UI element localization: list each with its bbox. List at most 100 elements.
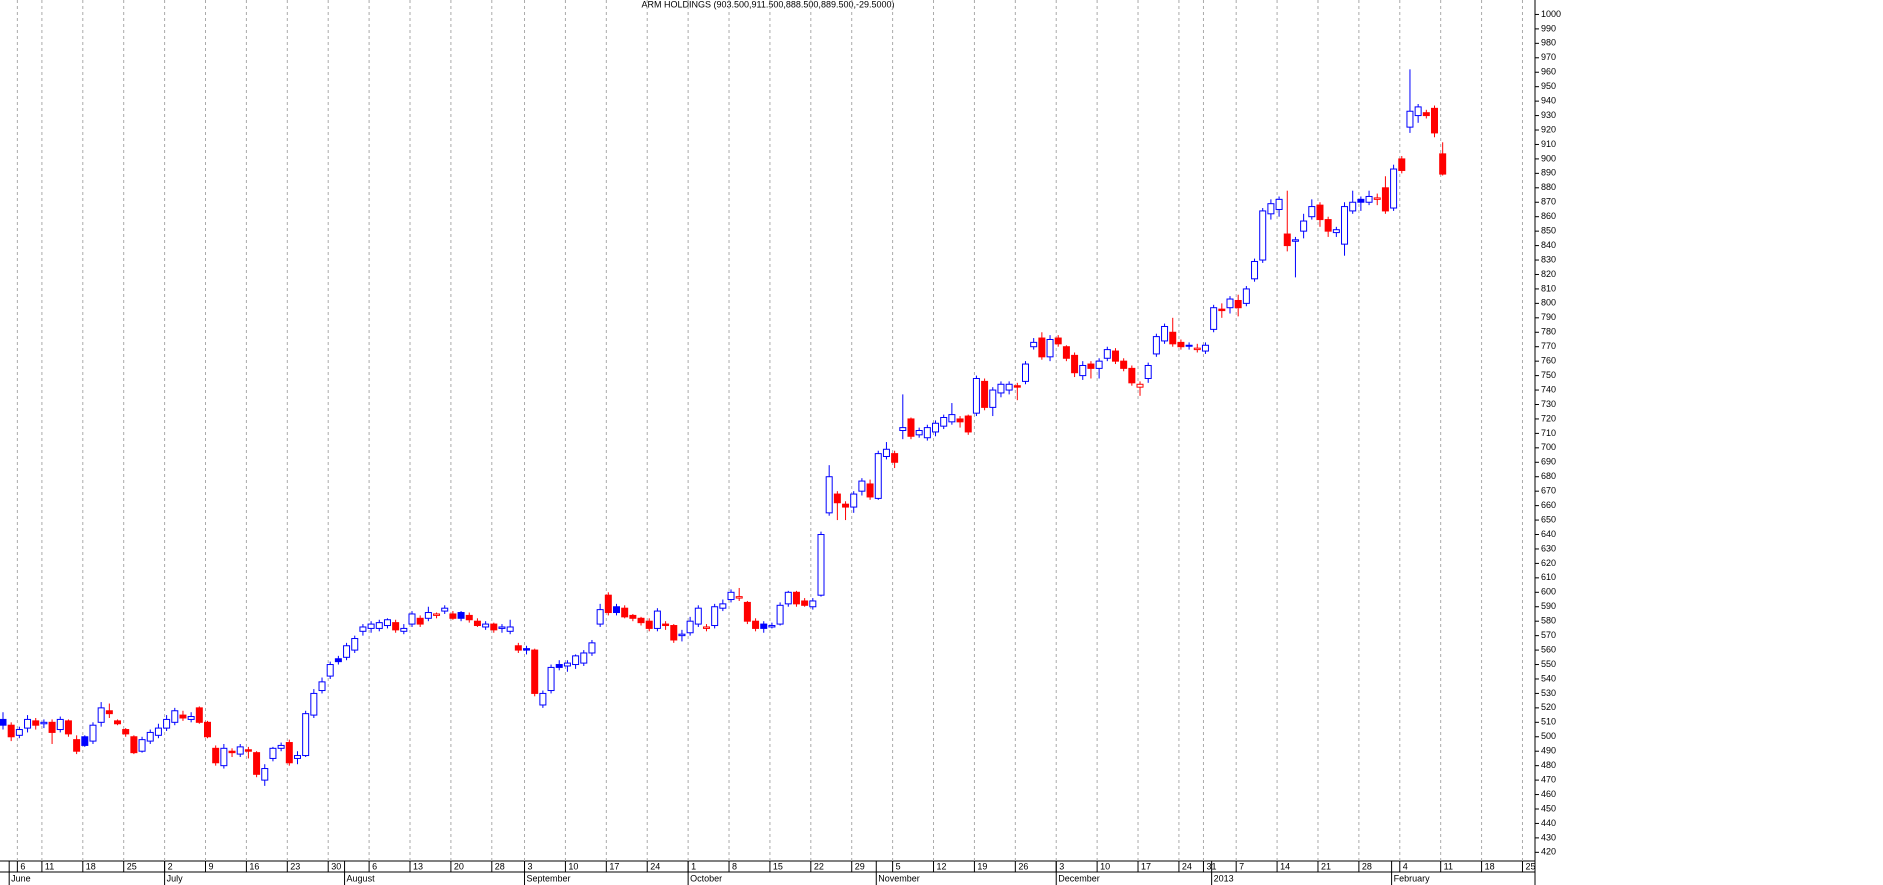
x-tick-label: 24: [1182, 861, 1192, 871]
candle-body: [1357, 198, 1365, 203]
candle-body: [563, 662, 571, 667]
candle-body: [981, 380, 989, 408]
y-tick-label: 860: [1541, 211, 1556, 221]
candle-body: [392, 622, 400, 631]
candle-body: [228, 750, 236, 754]
y-tick-label: 770: [1541, 341, 1556, 351]
y-tick-label: 460: [1541, 789, 1556, 799]
candle-body: [1349, 201, 1357, 212]
y-tick-label: 640: [1541, 529, 1556, 539]
candle-body: [833, 493, 841, 504]
y-tick-label: 730: [1541, 399, 1556, 409]
candle-body: [694, 607, 702, 625]
candle-body: [449, 613, 457, 619]
y-tick-label: 680: [1541, 471, 1556, 481]
x-tick-label: 13: [413, 861, 423, 871]
y-tick-label: 720: [1541, 413, 1556, 423]
candle-body: [1218, 308, 1226, 312]
candle-body: [236, 746, 244, 755]
candle-body: [686, 620, 694, 634]
candle-body: [1324, 219, 1332, 232]
candle-body: [727, 591, 735, 601]
x-tick-label: 10: [568, 861, 578, 871]
y-tick-label: 540: [1541, 673, 1556, 683]
y-tick-label: 960: [1541, 67, 1556, 77]
candle-body: [64, 720, 72, 735]
candle-body: [24, 718, 32, 729]
candle-body: [56, 718, 64, 731]
x-tick-label: 8: [732, 861, 737, 871]
x-tick-label: 16: [249, 861, 259, 871]
candle-body: [850, 493, 858, 508]
candle-body: [1398, 158, 1406, 171]
candle-body: [1275, 198, 1283, 210]
candle-body: [1087, 363, 1095, 369]
candle-body: [1316, 204, 1324, 221]
y-tick-label: 670: [1541, 486, 1556, 496]
x-tick-label: 23: [290, 861, 300, 871]
candle-body: [572, 655, 580, 666]
candle-body: [662, 623, 670, 627]
candle-body: [678, 633, 686, 637]
candle-body: [923, 427, 931, 439]
x-tick-label: 28: [495, 861, 505, 871]
candle-body: [531, 649, 539, 694]
candle-body: [776, 604, 784, 625]
y-tick-label: 780: [1541, 327, 1556, 337]
candle-body: [588, 642, 596, 654]
candle-body: [15, 729, 23, 736]
x-tick-label: 14: [1280, 861, 1290, 871]
candle-body: [334, 658, 342, 663]
candle-body: [555, 664, 563, 668]
candle-body: [817, 534, 825, 596]
candle-body: [97, 707, 105, 723]
y-tick-label: 700: [1541, 442, 1556, 452]
candle-body: [1201, 344, 1209, 352]
x-tick-label: 12: [937, 861, 947, 871]
candle-body: [899, 427, 907, 432]
candle-body: [408, 613, 416, 625]
y-tick-label: 620: [1541, 558, 1556, 568]
candle-body: [154, 727, 162, 736]
x-tick-label: 22: [814, 861, 824, 871]
candle-body: [285, 742, 293, 764]
candle-body: [375, 622, 383, 629]
candle-body: [760, 623, 768, 629]
y-tick-label: 840: [1541, 240, 1556, 250]
x-tick-label: 4: [1403, 861, 1408, 871]
candle-body: [326, 664, 334, 677]
x-tick-label: 29: [855, 861, 865, 871]
candle-body: [1161, 325, 1169, 342]
candle-body: [195, 707, 203, 723]
y-tick-label: 820: [1541, 269, 1556, 279]
candle-body: [277, 744, 285, 749]
candle-body: [1332, 229, 1340, 234]
candle-body: [1005, 383, 1013, 391]
candle-body: [146, 731, 154, 742]
y-tick-label: 930: [1541, 110, 1556, 120]
candle-body: [1038, 337, 1046, 358]
y-tick-label: 650: [1541, 514, 1556, 524]
candle-body: [1022, 363, 1029, 382]
candle-body: [506, 626, 514, 632]
y-tick-label: 990: [1541, 23, 1556, 33]
candle-body: [293, 755, 301, 759]
month-label: September: [527, 873, 571, 883]
x-tick-label: 25: [127, 861, 137, 871]
candle-body: [645, 620, 653, 629]
y-tick-label: 980: [1541, 38, 1556, 48]
candle-body: [433, 613, 441, 616]
candle-body: [613, 606, 620, 614]
candle-body: [1128, 367, 1136, 384]
candle-body: [907, 418, 915, 437]
candle-body: [343, 645, 351, 658]
chart-title: ARM HOLDINGS (903.500,911.500,888.500,88…: [642, 0, 895, 9]
y-tick-label: 480: [1541, 760, 1556, 770]
x-tick-label: 25: [1525, 861, 1535, 871]
candle-body: [752, 620, 760, 629]
candle-body: [1169, 331, 1177, 345]
candle-body: [743, 601, 751, 622]
candle-body: [1120, 360, 1128, 369]
x-tick-label: 19: [977, 861, 987, 871]
y-tick-label: 750: [1541, 370, 1556, 380]
